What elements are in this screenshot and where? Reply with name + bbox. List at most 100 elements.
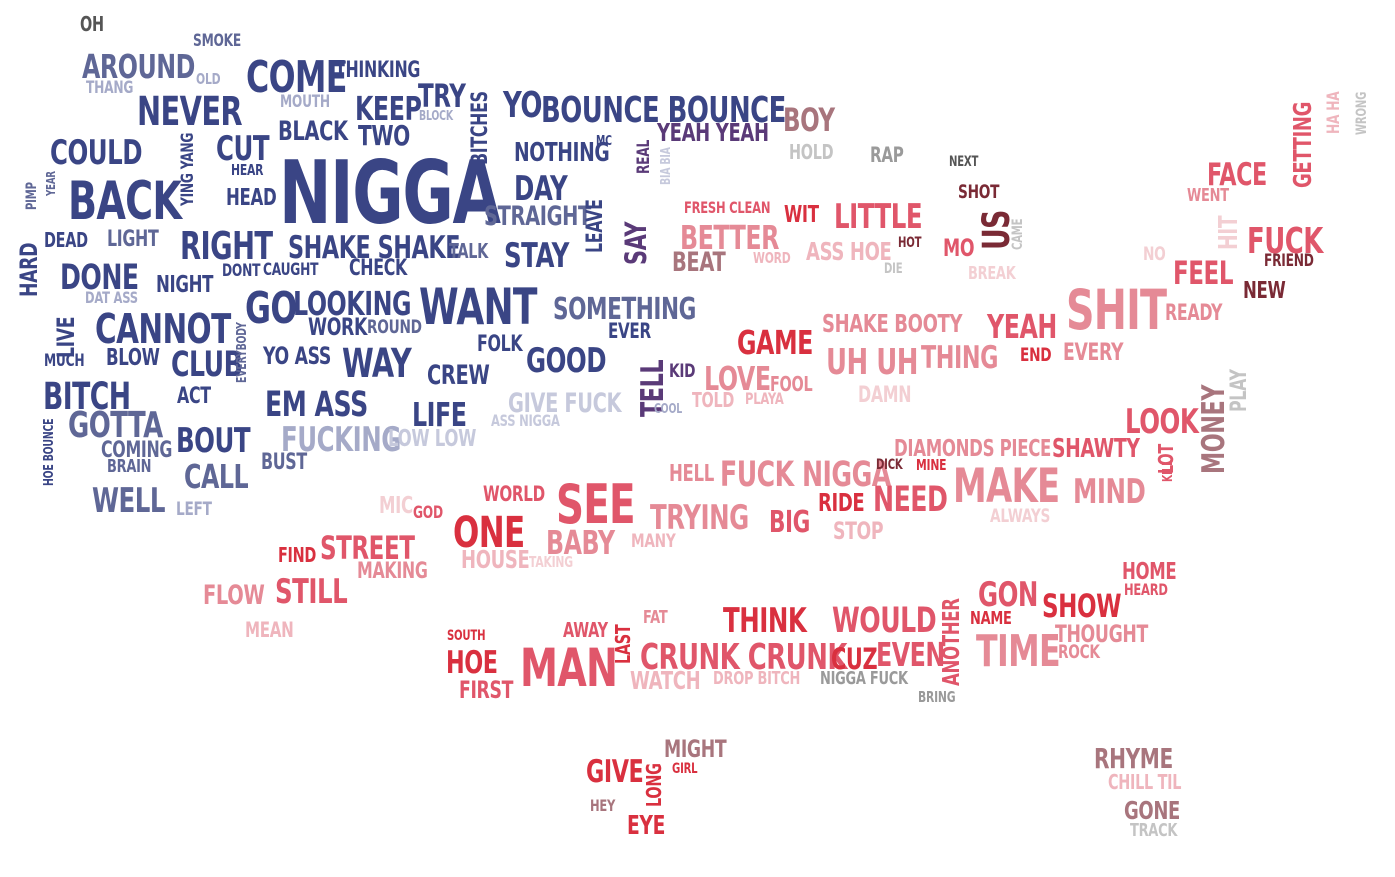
- word-right: RIGHT: [180, 224, 273, 268]
- word-give-fuck: GIVE FUCK: [508, 388, 622, 419]
- word-nothing: NOTHING: [514, 138, 610, 168]
- word-boy: BOY: [783, 101, 835, 139]
- word-bring: BRING: [918, 688, 956, 706]
- word-work: WORK: [308, 313, 368, 341]
- word-nigga: NIGGA: [279, 142, 501, 244]
- word-hear: HEAR: [231, 161, 264, 179]
- word-always: ALWAYS: [990, 505, 1051, 527]
- word-stay: STAY: [504, 236, 569, 276]
- word-smoke: SMOKE: [193, 31, 242, 51]
- word-go: GO: [245, 283, 297, 334]
- word-die: DIE: [884, 261, 903, 277]
- word-chill-til: CHILL TIL: [1108, 770, 1182, 794]
- word-one: ONE: [453, 508, 525, 558]
- word-gotta: GOTTA: [68, 405, 163, 446]
- word-em-ass: EM ASS: [265, 385, 368, 425]
- word-ride: RIDE: [818, 488, 865, 517]
- word-old: OLD: [196, 70, 221, 88]
- word-better: BETTER: [680, 218, 779, 257]
- word-brain: BRAIN: [107, 456, 152, 477]
- word-hit: HIT: [1214, 215, 1244, 250]
- word-yeah: YEAH: [987, 307, 1057, 346]
- word-track: TRACK: [1130, 820, 1178, 841]
- word-look: LOOK: [1125, 402, 1199, 442]
- word-bitch: BITCH: [43, 375, 131, 418]
- word-think: THINK: [723, 601, 807, 641]
- word-bia-bia: BIA BIA: [659, 147, 674, 186]
- word-show: SHOW: [1042, 587, 1122, 625]
- word-fucking: FUCKING: [281, 420, 401, 460]
- word-give: GIVE: [586, 754, 644, 790]
- word-yeah-yeah: YEAH YEAH: [657, 118, 769, 147]
- word-end: END: [1020, 344, 1052, 366]
- word-try: TRY: [418, 77, 466, 115]
- word-block: BLOCK: [419, 109, 453, 124]
- word-ass-hoe: ASS HOE: [806, 237, 892, 266]
- word-pimp: PIMP: [24, 182, 40, 211]
- word-mic: MIC: [379, 493, 413, 519]
- word-street: STREET: [320, 529, 415, 567]
- word-mouth: MOUTH: [280, 92, 330, 112]
- word-bout: BOUT: [176, 421, 251, 461]
- word-house: HOUSE: [461, 545, 530, 574]
- word-ying-yang: YING YANG: [178, 133, 198, 207]
- word-man: MAN: [520, 638, 618, 699]
- word-low-low: LOW LOW: [388, 426, 477, 452]
- word-making: MAKING: [357, 559, 428, 584]
- word-face: FACE: [1207, 157, 1267, 193]
- word-well: WELL: [92, 481, 165, 521]
- word-drop-bitch: DROP BITCH: [713, 668, 801, 689]
- word-never: NEVER: [137, 89, 243, 135]
- word-something: SOMETHING: [553, 292, 696, 327]
- word-cut: CUT: [216, 129, 270, 169]
- word-mean: MEAN: [245, 618, 294, 642]
- word-ass-nigga: ASS NIGGA: [491, 411, 560, 430]
- word-dont: DONT: [222, 261, 261, 281]
- word-stop: STOP: [833, 517, 884, 545]
- word-thang: THANG: [86, 78, 134, 98]
- word-long: LONG: [642, 763, 666, 807]
- word-flow: FLOW: [203, 580, 265, 611]
- word-damn: DAMN: [858, 383, 912, 408]
- word-rock: ROCK: [1058, 641, 1100, 663]
- word-could: COULD: [50, 133, 143, 173]
- word-eye: EYE: [627, 811, 666, 841]
- word-bust: BUST: [261, 450, 307, 475]
- word-love: LOVE: [704, 359, 771, 398]
- word-crew: CREW: [427, 360, 490, 391]
- word-fuck-nigga: FUCK NIGGA: [720, 455, 891, 495]
- word-wit: WIT: [784, 202, 819, 228]
- word-god: GOD: [413, 503, 443, 523]
- word-time: TIME: [976, 626, 1061, 677]
- word-break: BREAK: [968, 263, 1016, 284]
- word-mo: MO: [943, 234, 975, 262]
- word-act: ACT: [177, 384, 211, 409]
- word-girl: GIRL: [672, 761, 698, 777]
- word-light: LIGHT: [107, 227, 159, 252]
- word-ha-ha: HA HA: [1324, 91, 1344, 135]
- word-thought: THOUGHT: [1055, 620, 1148, 648]
- word-coming: COMING: [101, 438, 173, 463]
- word-feel: FEEL: [1173, 254, 1234, 292]
- word-fool: FOOL: [770, 372, 813, 396]
- word-many: MANY: [631, 530, 676, 552]
- word-told: TOLD: [692, 388, 735, 412]
- word-bounce-bounce: BOUNCE BOUNCE: [541, 90, 786, 131]
- word-playa: PLAYA: [745, 389, 784, 408]
- word-thinking: THINKING: [335, 58, 421, 83]
- word-mind: MIND: [1073, 472, 1146, 512]
- word-might: MIGHT: [664, 735, 727, 763]
- word-dat-ass: DAT ASS: [85, 288, 138, 307]
- word-taking: TAKING: [529, 553, 573, 571]
- word-hoe-bounce: HOE BOUNCE: [42, 418, 57, 486]
- word-heard: HEARD: [1124, 580, 1168, 599]
- word-straight: STRAIGHT: [484, 201, 591, 232]
- word-crunk-crunk: CRUNK CRUNK: [640, 637, 847, 678]
- word-went: WENT: [1187, 185, 1229, 206]
- word-trying: TRYING: [650, 498, 749, 538]
- word-baby: BABY: [546, 523, 615, 562]
- word-hard: HARD: [15, 242, 43, 297]
- word-find: FIND: [278, 543, 317, 567]
- word-night: NIGHT: [156, 272, 214, 298]
- word-way: WAY: [342, 341, 412, 387]
